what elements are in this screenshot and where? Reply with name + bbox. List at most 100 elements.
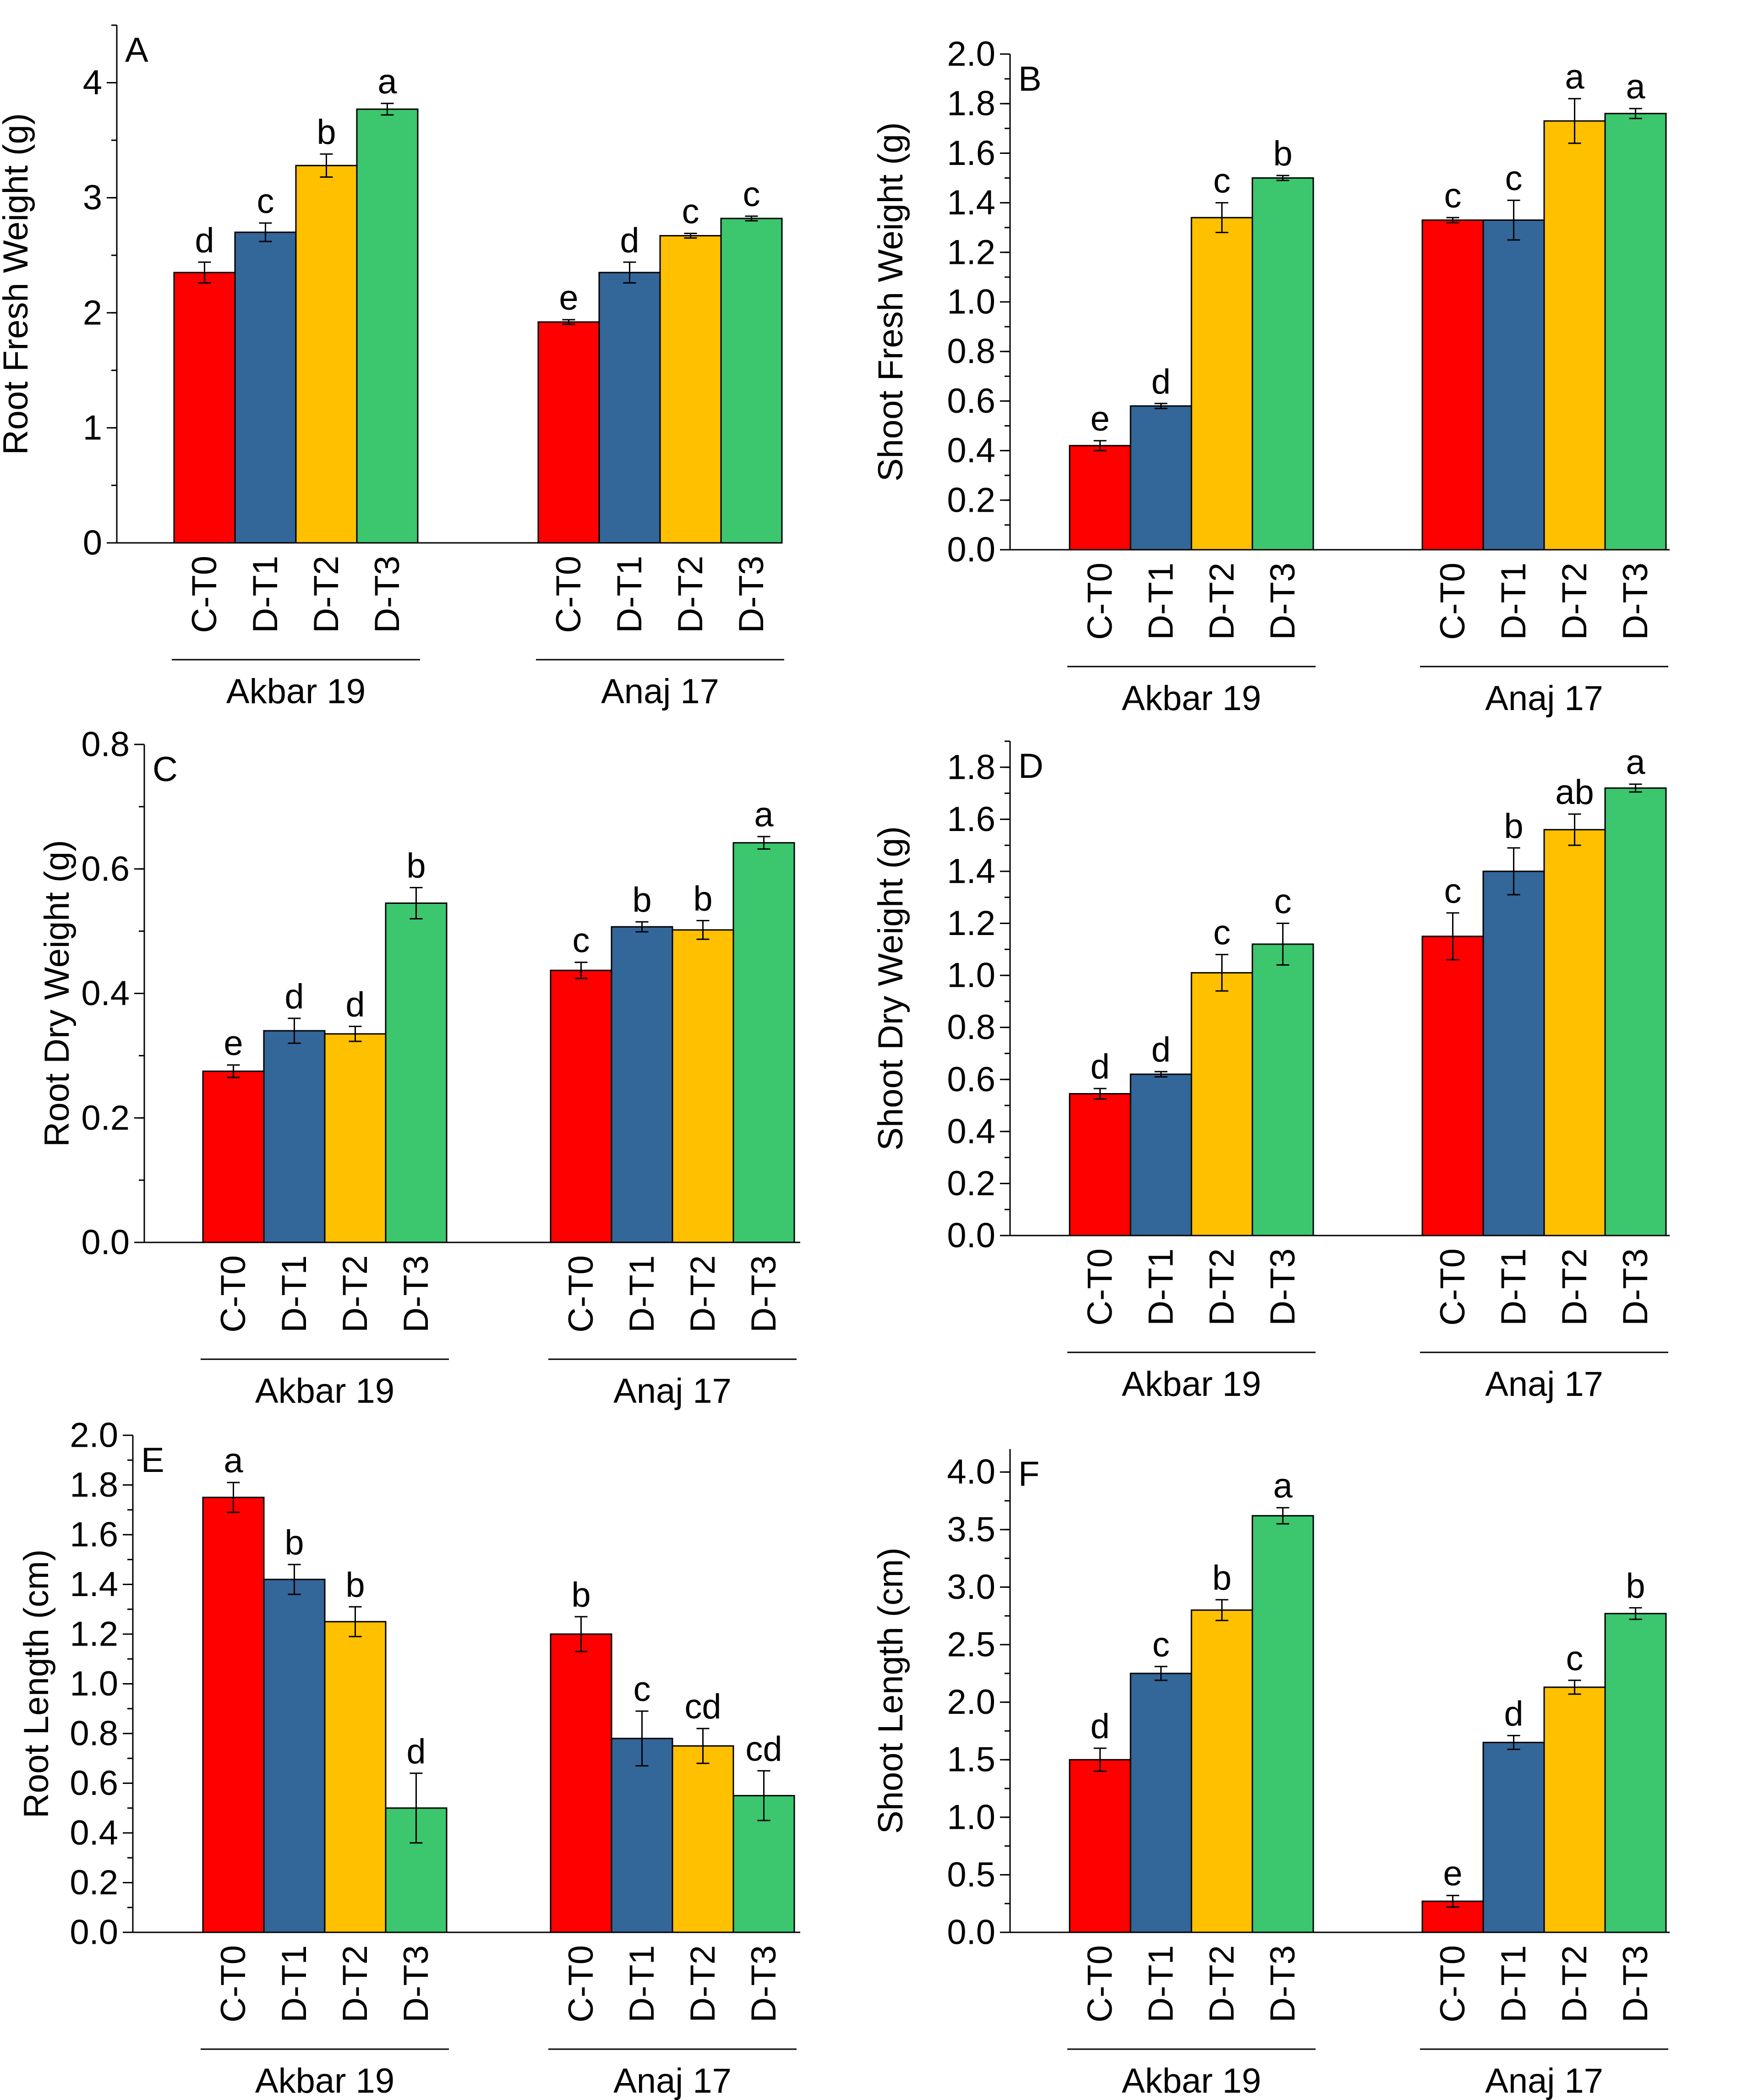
y-tick-label: 0.0 <box>947 530 995 569</box>
y-tick-label: 1.0 <box>947 1798 995 1837</box>
bar-e-0-d-t2 <box>324 1621 387 1933</box>
significance-letter: d <box>1090 1047 1109 1086</box>
category-label: C-T0 <box>185 556 224 633</box>
panel-letter: B <box>1018 60 1042 98</box>
significance-letter: d <box>1090 1707 1109 1746</box>
y-tick-label: 0.8 <box>947 332 995 371</box>
y-tick-label: 1.6 <box>70 1515 118 1554</box>
y-tick-label: 0.4 <box>947 1112 995 1151</box>
bar-b-1-d-t3 <box>1604 113 1667 551</box>
significance-letter: a <box>377 62 397 101</box>
bar-a-0-d-t3 <box>356 108 419 544</box>
panel-letter: C <box>153 750 178 789</box>
y-tick-label: 0.5 <box>947 1855 995 1894</box>
y-tick-label: 1.2 <box>947 904 995 943</box>
group-label: Akbar 19 <box>1122 1365 1261 1404</box>
panel-letter: F <box>1018 1455 1039 1493</box>
significance-letter: c <box>257 182 274 221</box>
category-label: C-T0 <box>1081 1248 1120 1326</box>
significance-letter: c <box>1566 1639 1584 1678</box>
bar-d-1-d-t1 <box>1482 870 1545 1236</box>
group-label: Anaj 17 <box>601 672 719 711</box>
category-label: C-T0 <box>562 1945 601 2023</box>
category-label: D-T1 <box>275 1945 314 2023</box>
y-tick-label: 0 <box>83 524 102 563</box>
category-label: D-T1 <box>1142 1945 1180 2023</box>
category-label: D-T2 <box>336 1945 375 2023</box>
significance-letter: c <box>634 1670 651 1709</box>
bar-f-0-d-t3 <box>1251 1515 1314 1933</box>
significance-letter: d <box>195 221 214 260</box>
significance-letter: b <box>345 1565 365 1604</box>
y-tick-label: 2.0 <box>70 1416 118 1455</box>
category-label: D-T1 <box>246 556 285 633</box>
y-tick-label: 0.8 <box>947 1008 995 1047</box>
category-label: D-T1 <box>1494 1945 1533 2023</box>
y-tick-label: 2.5 <box>947 1625 995 1664</box>
category-label: D-T3 <box>744 1945 783 2023</box>
bar-a-1-c-t0 <box>537 321 600 544</box>
category-label: C-T0 <box>549 556 588 633</box>
y-tick-label: 1.0 <box>947 283 995 322</box>
group-label: Akbar 19 <box>255 2062 394 2100</box>
category-label: C-T0 <box>214 1255 253 1333</box>
category-label: D-T3 <box>1263 563 1302 640</box>
group-label: Akbar 19 <box>1122 2062 1261 2100</box>
y-axis-label: Root Dry Weight (g) <box>38 840 76 1147</box>
bar-a-0-d-t1 <box>234 231 297 544</box>
significance-letter: d <box>284 977 304 1016</box>
significance-letter: d <box>620 221 639 260</box>
bar-c-0-d-t3 <box>385 902 448 1243</box>
y-tick-label: 2.0 <box>947 1683 995 1722</box>
significance-letter: b <box>317 113 336 152</box>
panel-f: d C-T0 c D-T1 b D-T2 a D-T3 Akbar 19 e C-T0 d D-T1 c D… <box>871 1449 1670 2100</box>
significance-letter: c <box>1213 913 1231 952</box>
category-label: D-T3 <box>1263 1945 1302 2023</box>
significance-letter: b <box>632 880 651 919</box>
y-tick-label: 0.0 <box>70 1913 118 1952</box>
significance-letter: c <box>573 921 590 960</box>
category-label: D-T3 <box>1263 1248 1302 1326</box>
bar-d-0-d-t3 <box>1251 943 1314 1236</box>
significance-letter: b <box>1504 807 1523 846</box>
y-tick-label: 0.8 <box>70 1714 118 1753</box>
y-tick-label: 0.2 <box>81 1099 130 1138</box>
y-tick-label: 0.0 <box>81 1223 130 1262</box>
bar-b-0-d-t3 <box>1251 177 1314 551</box>
y-tick-label: 0.6 <box>81 849 130 888</box>
bar-a-0-c-t0 <box>173 272 236 544</box>
group-label: Akbar 19 <box>1122 679 1261 718</box>
significance-letter: a <box>1626 67 1645 106</box>
significance-letter: e <box>1090 399 1109 438</box>
category-label: D-T1 <box>1142 1248 1180 1326</box>
significance-letter: a <box>1565 57 1584 96</box>
significance-letter: c <box>1444 176 1462 215</box>
significance-letter: c <box>1274 882 1292 921</box>
panel-letter: E <box>141 1441 164 1480</box>
bar-b-1-c-t0 <box>1421 219 1484 551</box>
significance-letter: a <box>1626 743 1645 782</box>
category-label: C-T0 <box>214 1945 253 2023</box>
significance-letter: ab <box>1555 773 1594 812</box>
y-tick-label: 0.4 <box>81 974 130 1013</box>
category-label: D-T1 <box>623 1255 661 1333</box>
y-axis-label: Shoot Length (cm) <box>871 1548 910 1834</box>
y-tick-label: 0.0 <box>947 1913 995 1952</box>
significance-letter: c <box>1213 162 1231 201</box>
significance-letter: a <box>224 1441 243 1480</box>
y-tick-label: 1.0 <box>70 1664 118 1703</box>
significance-letter: e <box>559 279 578 317</box>
significance-letter: d <box>345 985 365 1024</box>
significance-letter: cd <box>684 1687 721 1726</box>
bar-f-1-d-t2 <box>1543 1686 1606 1933</box>
y-tick-label: 4 <box>83 63 102 102</box>
y-tick-label: 0.2 <box>947 481 995 520</box>
bar-a-1-d-t2 <box>659 235 722 544</box>
y-tick-label: 1.8 <box>947 84 995 123</box>
y-tick-label: 2 <box>83 293 102 332</box>
y-tick-label: 0.6 <box>70 1764 118 1803</box>
category-label: D-T2 <box>1555 1945 1594 2023</box>
